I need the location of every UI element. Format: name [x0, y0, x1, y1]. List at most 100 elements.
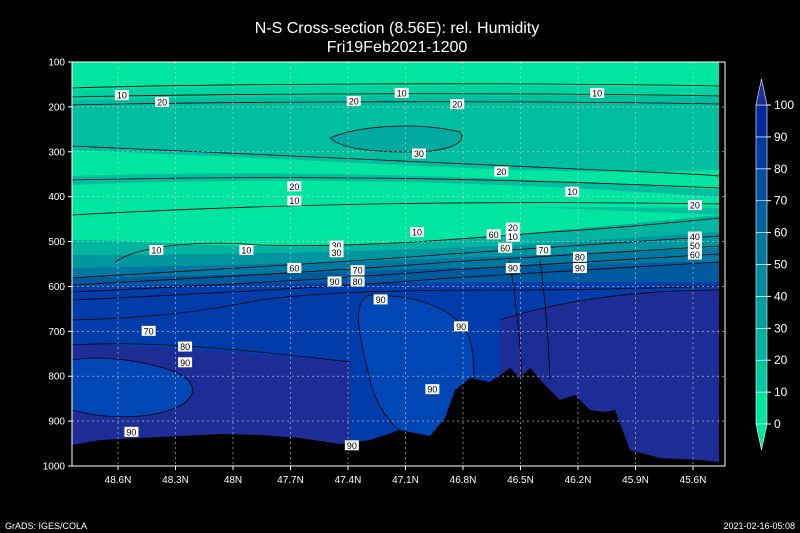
- contour-label: 80: [353, 277, 363, 287]
- x-tick-label: 48.3N: [162, 475, 189, 486]
- contour-label: 30: [331, 241, 341, 251]
- y-tick-label: 200: [48, 102, 65, 113]
- contour-label: 70: [353, 266, 363, 276]
- contour-label-bg: [498, 242, 513, 253]
- contour-line: [71, 261, 720, 301]
- contour-label: 90: [330, 277, 340, 287]
- footer-right: 2021-02-16-05:08: [723, 521, 795, 531]
- contour-lines: [71, 83, 720, 443]
- x-tick-label: 47.7N: [277, 475, 304, 486]
- contour-label: 20: [452, 100, 462, 110]
- contour-label: 10: [241, 246, 251, 256]
- y-tick-label: 300: [48, 147, 65, 158]
- footer-left: GrADS: IGES/COLA: [5, 521, 87, 531]
- y-tick-label: 500: [48, 237, 65, 248]
- colorbar-label: 40: [774, 289, 788, 303]
- contour-label-bg: [124, 426, 139, 437]
- x-tick-label: 46.8N: [450, 475, 477, 486]
- plot-area: 1020101020102010302020101020103030606020…: [71, 61, 726, 467]
- contour-line: [71, 177, 720, 189]
- contour-label: 60: [500, 243, 510, 253]
- contour-label-bg: [350, 276, 365, 287]
- contour-label: 20: [289, 182, 299, 192]
- contour-label-bg: [494, 166, 509, 177]
- contour-label: 50: [690, 241, 700, 251]
- colorbar-label: 50: [774, 258, 788, 272]
- contour-label: 20: [508, 223, 518, 233]
- colorbar-label: 10: [774, 385, 788, 399]
- contour-label: 70: [144, 326, 154, 336]
- x-tick-label: 48N: [224, 475, 242, 486]
- contour-label-bg: [565, 186, 580, 197]
- contour-label-bg: [394, 87, 409, 98]
- colorbar-segment: [755, 391, 768, 425]
- x-tick-label: 47.1N: [392, 475, 419, 486]
- y-tick-label: 800: [48, 372, 65, 383]
- contour-label: 30: [414, 149, 424, 159]
- contour-label-bg: [687, 249, 702, 260]
- contour-line: [71, 245, 720, 286]
- contour-label-bg: [572, 251, 587, 262]
- contour-line: [499, 289, 720, 321]
- colorbar-upper-arrow: [755, 78, 768, 106]
- contour-line: [71, 285, 720, 321]
- contour-label: 80: [180, 342, 190, 352]
- colorbar: 0 10 20 30 40 50 60 70 80 90 100: [755, 78, 794, 451]
- colorbar-lower-arrow: [755, 423, 768, 451]
- x-tick-label: 47.4N: [335, 475, 362, 486]
- y-tick-label: 100: [48, 58, 65, 69]
- contour-line: [71, 145, 720, 177]
- contour-line: [71, 202, 720, 216]
- contour-line: [71, 357, 193, 418]
- colorbar-label: 100: [774, 98, 794, 112]
- x-tick-label: 46.5N: [507, 475, 534, 486]
- contour-line: [114, 217, 720, 263]
- contour-label: 40: [690, 232, 700, 242]
- contour-label: 60: [289, 263, 299, 273]
- chart-subtitle: Fri19Feb2021-1200: [327, 39, 468, 56]
- colorbar-segment: [755, 104, 768, 138]
- x-tick-label: 48.6N: [105, 475, 132, 486]
- contour-label-bg: [505, 222, 520, 233]
- contour-label-bg: [411, 148, 426, 159]
- contour-label-bg: [687, 231, 702, 242]
- contour-label-bg: [425, 384, 440, 395]
- band-80-pocket-north: [72, 358, 193, 417]
- contour-label: 10: [412, 228, 422, 238]
- contour-label: 90: [575, 263, 585, 273]
- contour-label-bg: [687, 240, 702, 251]
- contour-label: 90: [456, 322, 466, 332]
- contour-labels: 1020101020102010302020101020103030606020…: [114, 87, 702, 451]
- contour-label-bg: [329, 247, 344, 258]
- contour-label-bg: [373, 294, 388, 305]
- contour-label: 10: [567, 187, 577, 197]
- colorbar-label: 70: [774, 194, 788, 208]
- contour-label: 10: [151, 246, 161, 256]
- band-30-humid-island: [330, 126, 462, 152]
- contour-label-bg: [454, 321, 469, 332]
- contour-line: [71, 83, 720, 89]
- colorbar-label: 0: [774, 417, 781, 431]
- contour-label: 90: [427, 385, 437, 395]
- y-tick-label: 400: [48, 192, 65, 203]
- contour-label-bg: [346, 96, 361, 107]
- contour-label: 90: [180, 358, 190, 368]
- contour-line: [71, 343, 351, 363]
- x-tick-label: 45.9N: [622, 475, 649, 486]
- contour-label-bg: [149, 245, 164, 256]
- contour-label-bg: [178, 357, 193, 368]
- colorbar-segment: [755, 264, 768, 297]
- x-tick-label: 46.2N: [565, 475, 592, 486]
- y-tick-label: 900: [48, 417, 65, 428]
- colorbar-label: 90: [774, 130, 788, 144]
- contour-label-bg: [450, 99, 465, 110]
- x-axis: 48.6N 48.3N 48N 47.7N 47.4N 47.1N 46.8N 46.5N 46…: [105, 466, 706, 486]
- contour-label: 10: [592, 88, 602, 98]
- contour-label-bg: [178, 341, 193, 352]
- terrain: [72, 368, 719, 466]
- contour-line: [71, 93, 720, 98]
- contour-label-bg: [329, 240, 344, 251]
- contour-label: 90: [508, 263, 518, 273]
- colorbar-label: 80: [774, 162, 788, 176]
- contour-label: 10: [397, 88, 407, 98]
